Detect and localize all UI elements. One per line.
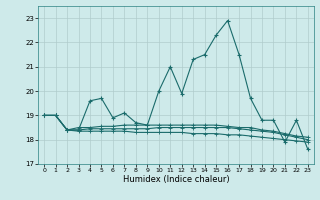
X-axis label: Humidex (Indice chaleur): Humidex (Indice chaleur) xyxy=(123,175,229,184)
